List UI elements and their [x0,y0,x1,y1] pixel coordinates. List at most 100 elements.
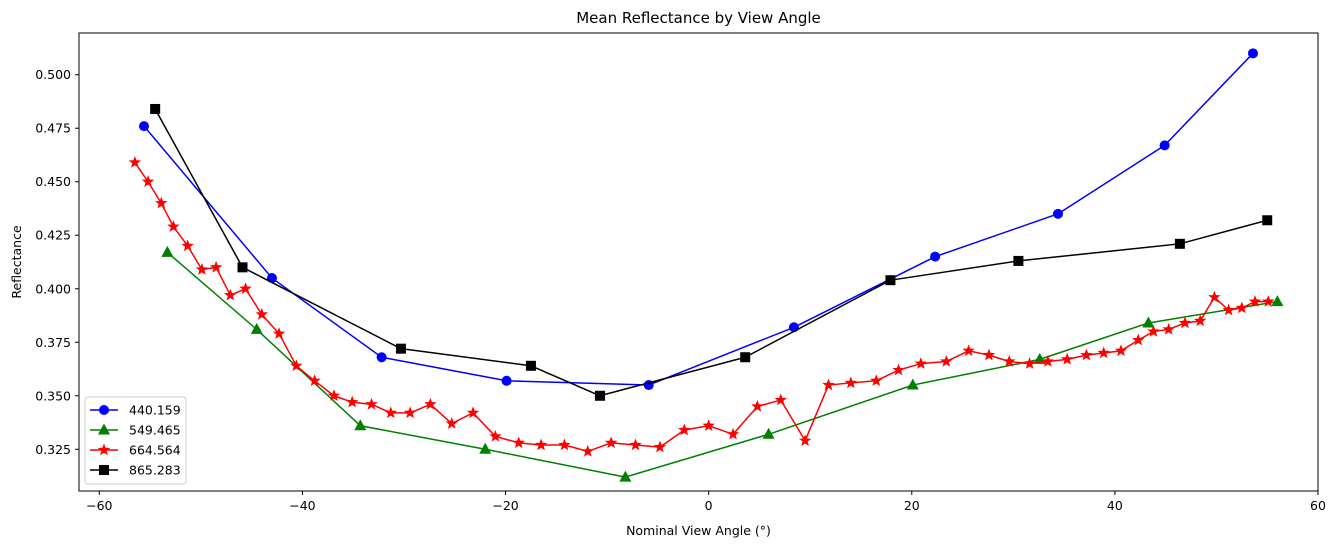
data-point [489,429,502,442]
data-point [822,378,835,391]
data-point [155,196,168,209]
data-point [1162,322,1175,335]
data-point [774,393,787,406]
y-tick-label: 0.425 [35,228,71,243]
data-point [1222,303,1235,316]
data-point [906,378,919,390]
data-point [653,440,667,453]
x-tick-label: 60 [1310,498,1326,513]
x-axis: −60 −40 −20 0 20 40 60 [86,491,1326,513]
data-point [604,436,618,449]
y-tick-label: 0.475 [35,121,71,136]
data-point [445,417,458,429]
x-axis-title: Nominal View Angle (°) [626,523,771,538]
data-point [479,442,492,454]
data-point [128,155,142,168]
legend: 440.159 549.465 664.564 865.283 [84,396,187,485]
data-point [1235,301,1249,314]
data-point [1060,352,1074,365]
data-point [914,357,928,369]
series-line [154,108,1268,397]
data-point [1003,355,1016,367]
series-layer [128,48,1284,482]
data-point [1142,316,1155,328]
series-line [134,162,1269,453]
series-line [166,251,1278,478]
data-point [1023,357,1036,369]
data-point [1013,255,1024,266]
data-point [930,251,941,262]
data-point [266,273,277,284]
data-point [1033,352,1046,364]
data-point [250,322,263,334]
legend-entry: 440.159 [90,403,181,418]
data-point [534,438,548,451]
data-point [751,399,764,412]
y-tick-label: 0.375 [35,335,71,350]
plot-frame [78,32,1319,492]
data-point [1041,355,1055,367]
data-point [141,175,155,187]
legend-marker [99,465,109,475]
data-point [138,121,149,132]
y-axis: 0.325 0.350 0.375 0.400 0.425 0.450 0.475 0.500 [35,67,79,457]
data-point [512,436,525,449]
data-point [870,374,883,387]
legend-entry: 664.564 [90,443,181,458]
data-point [1262,215,1273,226]
data-point [384,406,397,419]
data-point [1147,325,1160,337]
data-point [892,363,905,376]
data-point [403,406,417,419]
x-tick-label: 0 [705,498,713,513]
y-tick-label: 0.400 [35,281,71,296]
data-point [629,438,642,451]
y-tick-label: 0.350 [35,388,71,403]
series-865.283 [150,103,1273,401]
data-point [581,444,594,457]
data-point [1271,295,1284,307]
data-point [161,245,174,257]
data-point [1262,295,1275,307]
legend-marker [98,423,110,435]
series-549.465 [161,245,1284,482]
data-point [1248,295,1262,307]
data-point [1080,348,1093,361]
x-tick-label: −20 [492,498,518,513]
x-tick-label: −60 [86,498,112,513]
data-point [982,348,996,361]
data-point [740,352,751,363]
legend-label: 865.283 [129,463,181,478]
data-point [619,470,632,482]
data-point [272,327,286,339]
data-point [1208,290,1221,303]
data-point [237,262,248,273]
data-point [346,395,359,408]
data-point [290,359,303,372]
x-tick-label: 20 [904,498,920,513]
data-point [327,389,341,402]
data-point [1132,333,1145,346]
chart-title: Mean Reflectance by View Angle [576,9,821,27]
data-point [308,374,321,387]
data-point [762,427,775,439]
legend-marker [99,405,109,415]
data-point [940,355,953,367]
y-tick-label: 0.325 [35,442,71,457]
data-point [150,103,161,114]
series-line [143,52,1254,386]
data-point [678,423,691,436]
data-point [376,352,387,363]
y-tick-label: 0.450 [35,174,71,189]
legend-marker [97,443,111,456]
series-664.564 [128,155,1275,457]
data-point [181,239,194,252]
data-point [1097,346,1110,359]
legend-label: 549.465 [129,423,181,438]
data-point [195,262,209,275]
data-point [501,375,512,386]
legend-entry: 865.283 [90,463,181,478]
x-tick-label: −40 [289,498,315,513]
data-point [885,275,896,286]
series-440.159 [138,48,1259,391]
